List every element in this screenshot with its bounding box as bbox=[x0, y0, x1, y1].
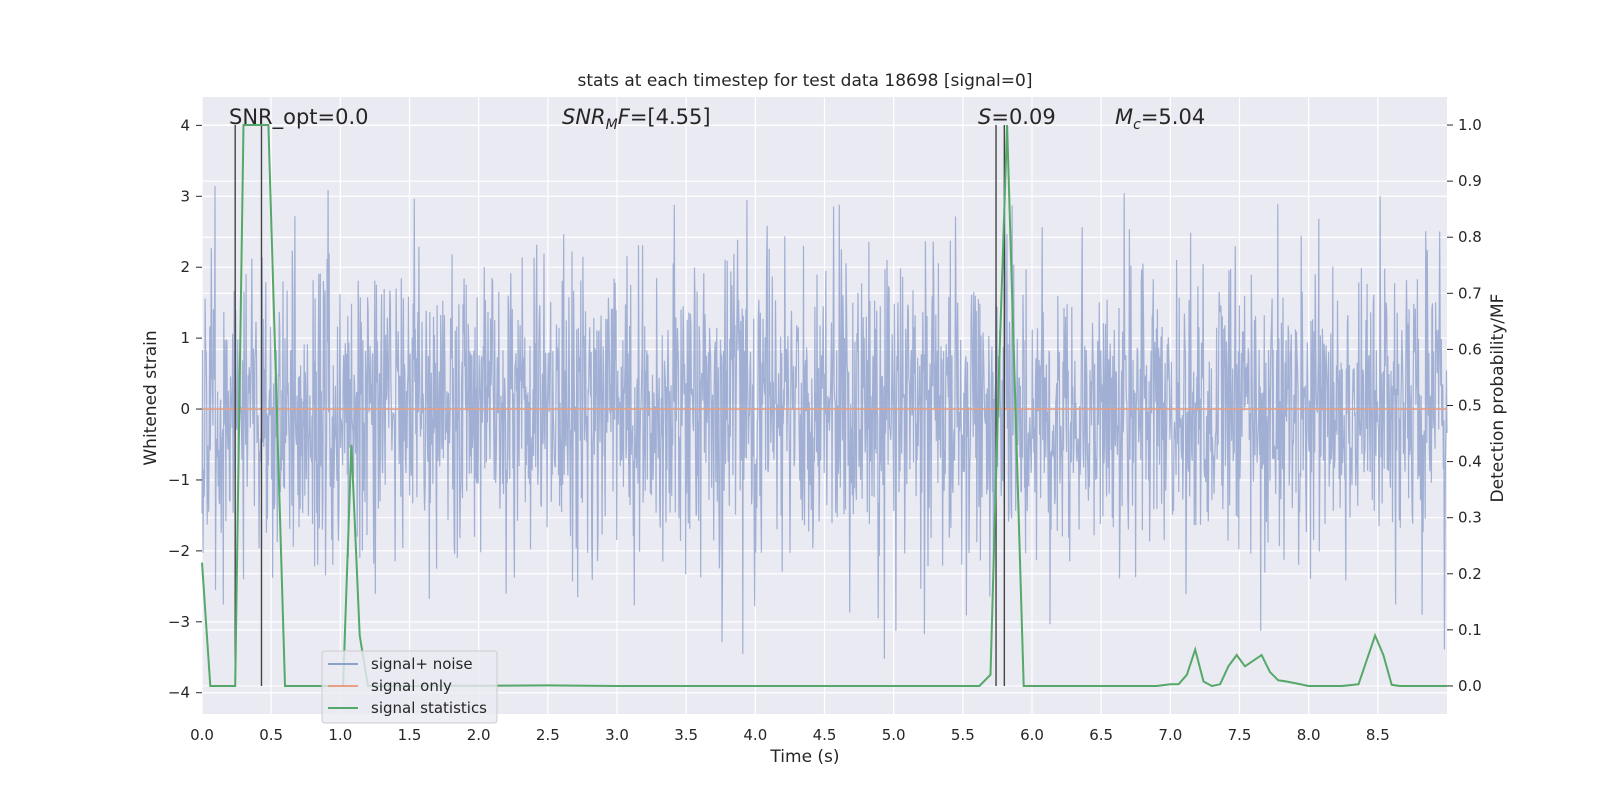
x-tick-label: 4.5 bbox=[813, 726, 837, 744]
y-tick-label: −2 bbox=[168, 542, 190, 560]
y-right-tick-label: 0.7 bbox=[1458, 284, 1482, 302]
legend: signal+ noise signal only signal statist… bbox=[321, 650, 498, 724]
x-tick-label: 8.5 bbox=[1366, 726, 1390, 744]
legend-label-signal-noise: signal+ noise bbox=[371, 655, 473, 673]
signal-statistics-line bbox=[201, 124, 1447, 688]
signal-statistics-series bbox=[201, 124, 1447, 688]
signal-noise-series bbox=[201, 185, 1448, 659]
y-right-tick-label: 0.8 bbox=[1458, 228, 1482, 246]
legend-label-signal-only: signal only bbox=[371, 677, 452, 695]
y-tick-label: −1 bbox=[168, 471, 190, 489]
y-tick-label: 0 bbox=[180, 400, 190, 418]
x-axis-label: Time (s) bbox=[769, 747, 839, 767]
legend-box bbox=[321, 650, 498, 724]
y-axis-right-label: Detection probability/MF bbox=[1488, 294, 1508, 503]
x-tick-label: 7.0 bbox=[1158, 726, 1182, 744]
y-tick-label: −4 bbox=[168, 684, 190, 702]
mc-annotation: Mc=5.04 bbox=[1115, 105, 1205, 133]
x-tick-label: 4.0 bbox=[743, 726, 767, 744]
x-tick-label: 0.5 bbox=[259, 726, 283, 744]
y-right-tick-label: 0.0 bbox=[1458, 677, 1482, 695]
y-tick-label: 2 bbox=[180, 258, 190, 276]
y-tick-label: 4 bbox=[180, 116, 190, 134]
y-right-tick-label: 0.3 bbox=[1458, 509, 1482, 527]
signal-noise-line bbox=[201, 185, 1448, 659]
x-tick-label: 2.0 bbox=[467, 726, 491, 744]
y-right-tick-label: 0.4 bbox=[1458, 453, 1482, 471]
y-right-tick-label: 0.6 bbox=[1458, 340, 1482, 358]
x-tick-label: 5.0 bbox=[882, 726, 906, 744]
x-tick-label: 6.0 bbox=[1020, 726, 1044, 744]
legend-label-signal-statistics: signal statistics bbox=[371, 699, 487, 717]
axis-ticks: 0.0 0.5 1.0 1.5 2.0 2.5 3.0 3.5 4.0 4.5 5.0 5.5 6.0 6… bbox=[168, 116, 1482, 744]
x-tick-label: 0.0 bbox=[190, 726, 214, 744]
y-right-tick-label: 0.1 bbox=[1458, 621, 1482, 639]
x-tick-label: 1.0 bbox=[328, 726, 352, 744]
y-axis-label: Whitened strain bbox=[141, 330, 161, 465]
y-tick-label: −3 bbox=[168, 613, 190, 631]
y-right-tick-label: 0.2 bbox=[1458, 565, 1482, 583]
x-tick-label: 3.0 bbox=[605, 726, 629, 744]
s-annotation: S=0.09 bbox=[978, 105, 1056, 129]
x-tick-label: 8.0 bbox=[1297, 726, 1321, 744]
y-right-tick-label: 0.5 bbox=[1458, 397, 1482, 415]
chart-title: stats at each timestep for test data 186… bbox=[578, 71, 1033, 91]
x-tick-label: 5.5 bbox=[951, 726, 975, 744]
x-tick-label: 7.5 bbox=[1228, 726, 1252, 744]
snr-mf-annotation: SNRMF=[4.55] bbox=[562, 105, 711, 133]
x-tick-label: 6.5 bbox=[1089, 726, 1113, 744]
y-right-tick-label: 0.9 bbox=[1458, 172, 1482, 190]
snr-opt-annotation: SNR_opt=0.0 bbox=[229, 105, 369, 130]
vertical-markers bbox=[234, 125, 1006, 686]
x-tick-label: 1.5 bbox=[398, 726, 422, 744]
y-tick-label: 3 bbox=[180, 187, 190, 205]
y-right-tick-label: 1.0 bbox=[1458, 116, 1482, 134]
x-tick-label: 3.5 bbox=[674, 726, 698, 744]
x-tick-label: 2.5 bbox=[536, 726, 560, 744]
y-tick-label: 1 bbox=[180, 329, 190, 347]
